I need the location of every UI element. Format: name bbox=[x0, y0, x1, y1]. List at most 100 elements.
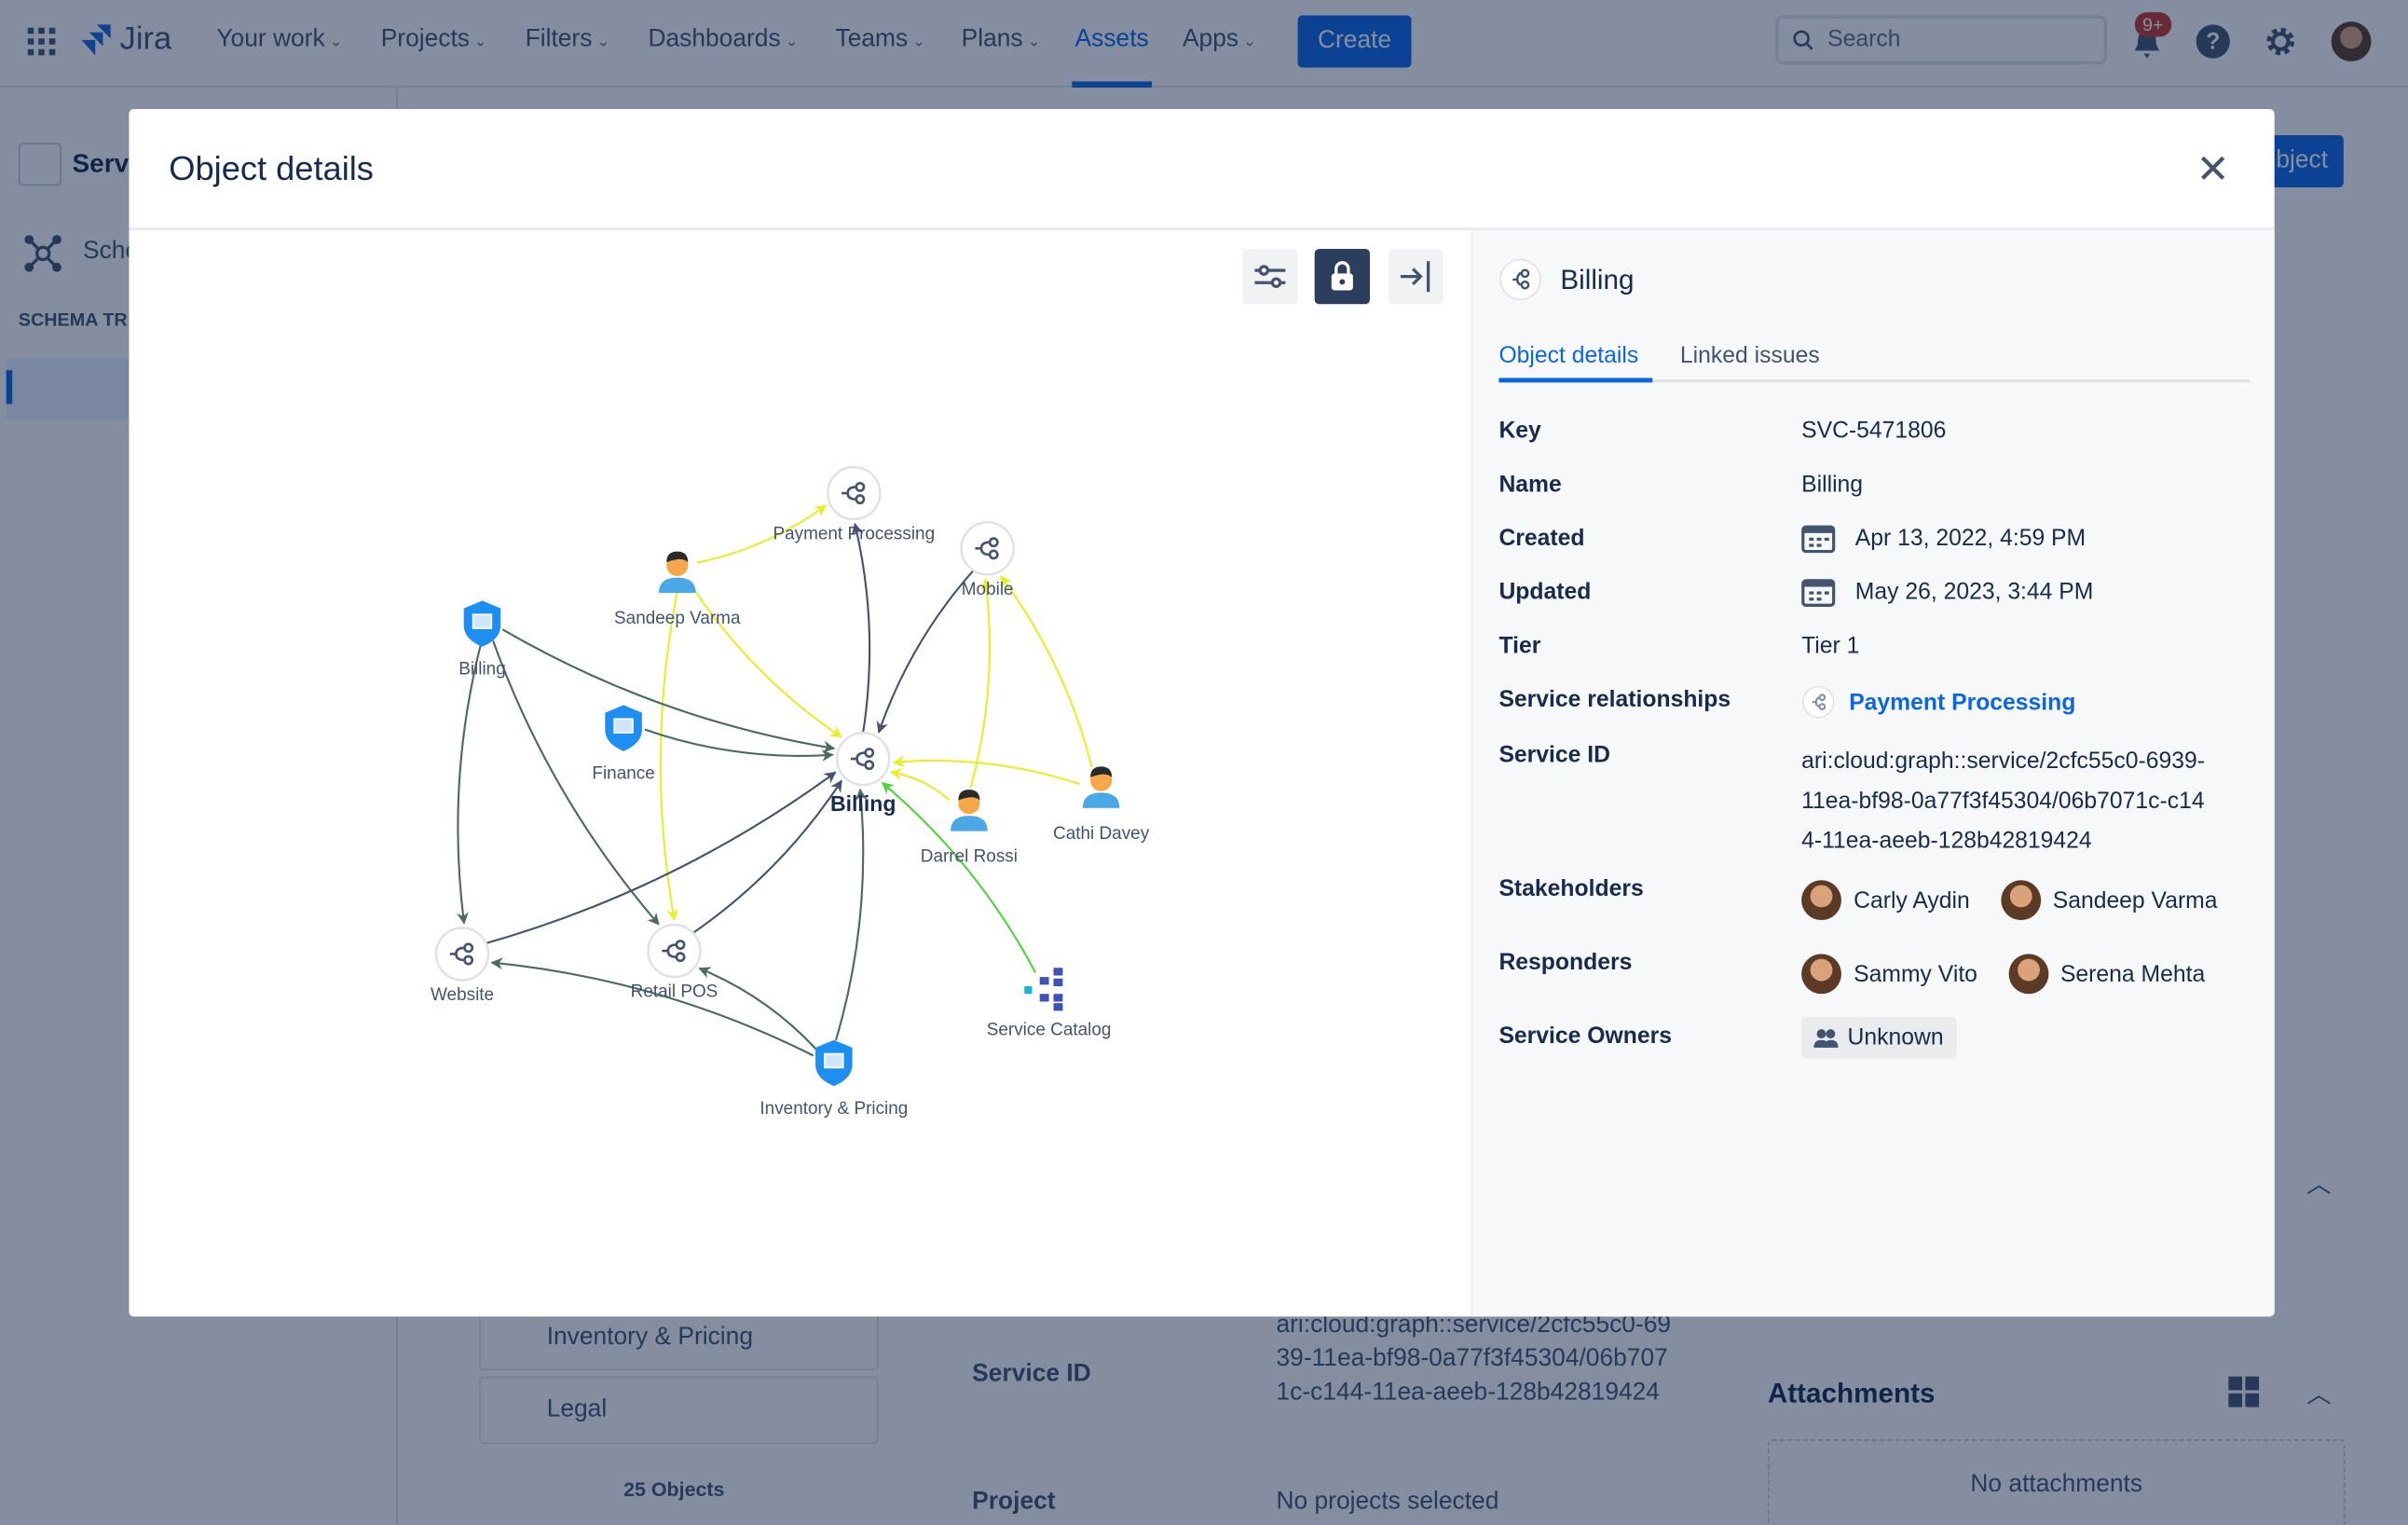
service-node-icon bbox=[647, 923, 702, 979]
graph-edge-sandeep-to-payment bbox=[696, 504, 828, 564]
tabs-divider bbox=[1498, 379, 2251, 383]
graph-node-inventory[interactable]: Inventory & Pricing bbox=[759, 1039, 908, 1119]
person-chip[interactable]: Sandeep Varma bbox=[2000, 880, 2218, 921]
service-glyph-icon bbox=[841, 481, 866, 505]
graph-edge-finance-to-billing bbox=[644, 728, 834, 762]
graph-node-darrel[interactable]: Darrel Rossi bbox=[921, 790, 1018, 867]
graph-node-label: Payment Processing bbox=[773, 524, 935, 543]
person-name: Sandeep Varma bbox=[2052, 886, 2218, 914]
object-details-panel: Billing Object details Linked issues Key… bbox=[1471, 230, 2275, 1317]
service-node-icon bbox=[835, 731, 891, 787]
person-node-icon bbox=[1082, 766, 1120, 808]
calendar-icon bbox=[1801, 525, 1836, 554]
service-catalog-icon bbox=[1024, 968, 1063, 1011]
responders-label: Responders bbox=[1498, 949, 1633, 976]
graph-edge-billing-to-payment bbox=[851, 522, 871, 738]
payment-processing-link[interactable]: Payment Processing bbox=[1849, 689, 2076, 716]
graph-node-cathi[interactable]: Cathi Davey bbox=[1053, 766, 1150, 844]
graph-node-finance[interactable]: Finance bbox=[592, 705, 655, 784]
tab-linked-issues[interactable]: Linked issues bbox=[1679, 342, 1820, 369]
graph-edge-inventory-to-retail bbox=[698, 967, 817, 1051]
service-icon bbox=[1801, 685, 1835, 719]
responders-list: Sammy Vito Serena Mehta bbox=[1801, 954, 2205, 995]
service-owner-chip[interactable]: Unknown bbox=[1801, 1016, 1956, 1059]
graph-edge-billingShield-to-website bbox=[457, 643, 483, 925]
tab-object-details[interactable]: Object details bbox=[1498, 342, 1639, 369]
graph-edge-sandeep-to-billing bbox=[691, 585, 843, 738]
graph-node-mobile[interactable]: Mobile bbox=[960, 521, 1015, 599]
service-owners-label: Service Owners bbox=[1498, 1023, 1672, 1050]
graph-edge-sandeep-to-retail bbox=[659, 592, 679, 922]
lock-icon bbox=[1331, 261, 1353, 291]
graph-edge-darrel-to-billing bbox=[889, 767, 951, 802]
graph-node-retail[interactable]: Retail POS bbox=[631, 923, 718, 1002]
stakeholders-label: Stakeholders bbox=[1498, 875, 1644, 902]
graph-edge-billingShield-to-billing bbox=[501, 628, 836, 753]
graph-edge-mobile-to-billing bbox=[876, 566, 978, 734]
graph-node-label: Cathi Davey bbox=[1053, 824, 1150, 844]
graph-node-billingShield[interactable]: Billing bbox=[458, 600, 506, 679]
graph-node-label: Inventory & Pricing bbox=[759, 1099, 908, 1119]
person-name: Sammy Vito bbox=[1854, 960, 1977, 987]
service-id-line: 11ea-bf98-0a77f3f45304/06b7071c-c14 bbox=[1801, 788, 2205, 815]
service-id-value: ari:cloud:graph::service/2cfc55c0-6939- … bbox=[1801, 742, 2205, 862]
created-date: Apr 13, 2022, 4:59 PM bbox=[1854, 524, 2086, 551]
service-id-line: ari:cloud:graph::service/2cfc55c0-6939- bbox=[1801, 748, 2205, 775]
service-icon bbox=[1499, 258, 1541, 301]
graph-node-payment[interactable]: Payment Processing bbox=[773, 465, 935, 543]
object-details-modal: Object details ✕ Payment Processing Mobil… bbox=[129, 109, 2275, 1317]
service-id-line: 4-11ea-aeeb-128b42819424 bbox=[1801, 828, 2092, 855]
graph-node-billing[interactable]: Billing bbox=[830, 731, 896, 816]
graph-node-catalog[interactable]: Service Catalog bbox=[987, 968, 1112, 1040]
name-label: Name bbox=[1498, 471, 1562, 498]
graph-node-label: Mobile bbox=[962, 580, 1014, 599]
person-chip[interactable]: Carly Aydin bbox=[1801, 880, 1970, 921]
person-chip[interactable]: Serena Mehta bbox=[2007, 954, 2205, 995]
service-glyph-icon bbox=[975, 537, 999, 560]
created-value: Apr 13, 2022, 4:59 PM bbox=[1801, 522, 2086, 554]
graph-node-label: Darrel Rossi bbox=[921, 847, 1018, 867]
graph-edge-cathi-to-mobile bbox=[1000, 575, 1093, 768]
graph-node-label: Billing bbox=[830, 791, 896, 816]
service-glyph-icon bbox=[449, 942, 474, 966]
modal-title: Object details bbox=[169, 148, 374, 188]
graph-node-label: Finance bbox=[592, 764, 654, 784]
tier-value: Tier 1 bbox=[1801, 632, 1860, 659]
shield-node-icon bbox=[815, 1039, 853, 1087]
service-node-icon bbox=[960, 521, 1015, 576]
person-chip[interactable]: Sammy Vito bbox=[1801, 954, 1977, 995]
service-id-label: Service ID bbox=[1498, 741, 1611, 768]
graph-node-sandeep[interactable]: Sandeep Varma bbox=[614, 551, 741, 628]
service-node-icon bbox=[827, 465, 882, 521]
calendar-icon bbox=[1801, 579, 1836, 607]
graph-lock-button[interactable] bbox=[1314, 248, 1371, 305]
toggle-details-panel-button[interactable] bbox=[1388, 248, 1444, 305]
graph-edge-cathi-to-billing bbox=[892, 755, 1081, 786]
service-relationship-link[interactable]: Payment Processing bbox=[1801, 685, 2075, 719]
close-icon[interactable]: ✕ bbox=[2196, 145, 2230, 192]
service-relationships-label: Service relationships bbox=[1498, 686, 1731, 713]
service-glyph-icon bbox=[662, 940, 686, 963]
graph-canvas[interactable]: Payment Processing Mobile Sandeep Varma Bil… bbox=[129, 230, 1471, 1316]
service-glyph-icon bbox=[850, 748, 875, 771]
relationship-graph[interactable]: Payment Processing Mobile Sandeep Varma Bil… bbox=[129, 230, 1471, 1316]
graph-node-label: Service Catalog bbox=[987, 1021, 1112, 1040]
graph-node-website[interactable]: Website bbox=[431, 927, 494, 1005]
avatar bbox=[1801, 880, 1841, 921]
name-value: Billing bbox=[1801, 471, 1864, 498]
graph-filter-button[interactable] bbox=[1242, 248, 1298, 305]
object-name-heading: Billing bbox=[1560, 264, 1635, 295]
graph-edge-inventory-to-website bbox=[490, 957, 814, 1057]
graph-edge-catalog-to-billing bbox=[881, 781, 1037, 973]
owner-name: Unknown bbox=[1847, 1024, 1944, 1051]
graph-edge-inventory-to-billing bbox=[835, 788, 868, 1041]
updated-value: May 26, 2023, 3:44 PM bbox=[1801, 576, 2093, 607]
shield-node-icon bbox=[463, 600, 501, 647]
avatar bbox=[2007, 954, 2048, 995]
avatar bbox=[2000, 880, 2041, 921]
graph-edge-darrel-to-mobile bbox=[969, 577, 993, 789]
updated-date: May 26, 2023, 3:44 PM bbox=[1854, 578, 2094, 605]
team-icon bbox=[1813, 1028, 1839, 1048]
key-label: Key bbox=[1498, 418, 1541, 445]
